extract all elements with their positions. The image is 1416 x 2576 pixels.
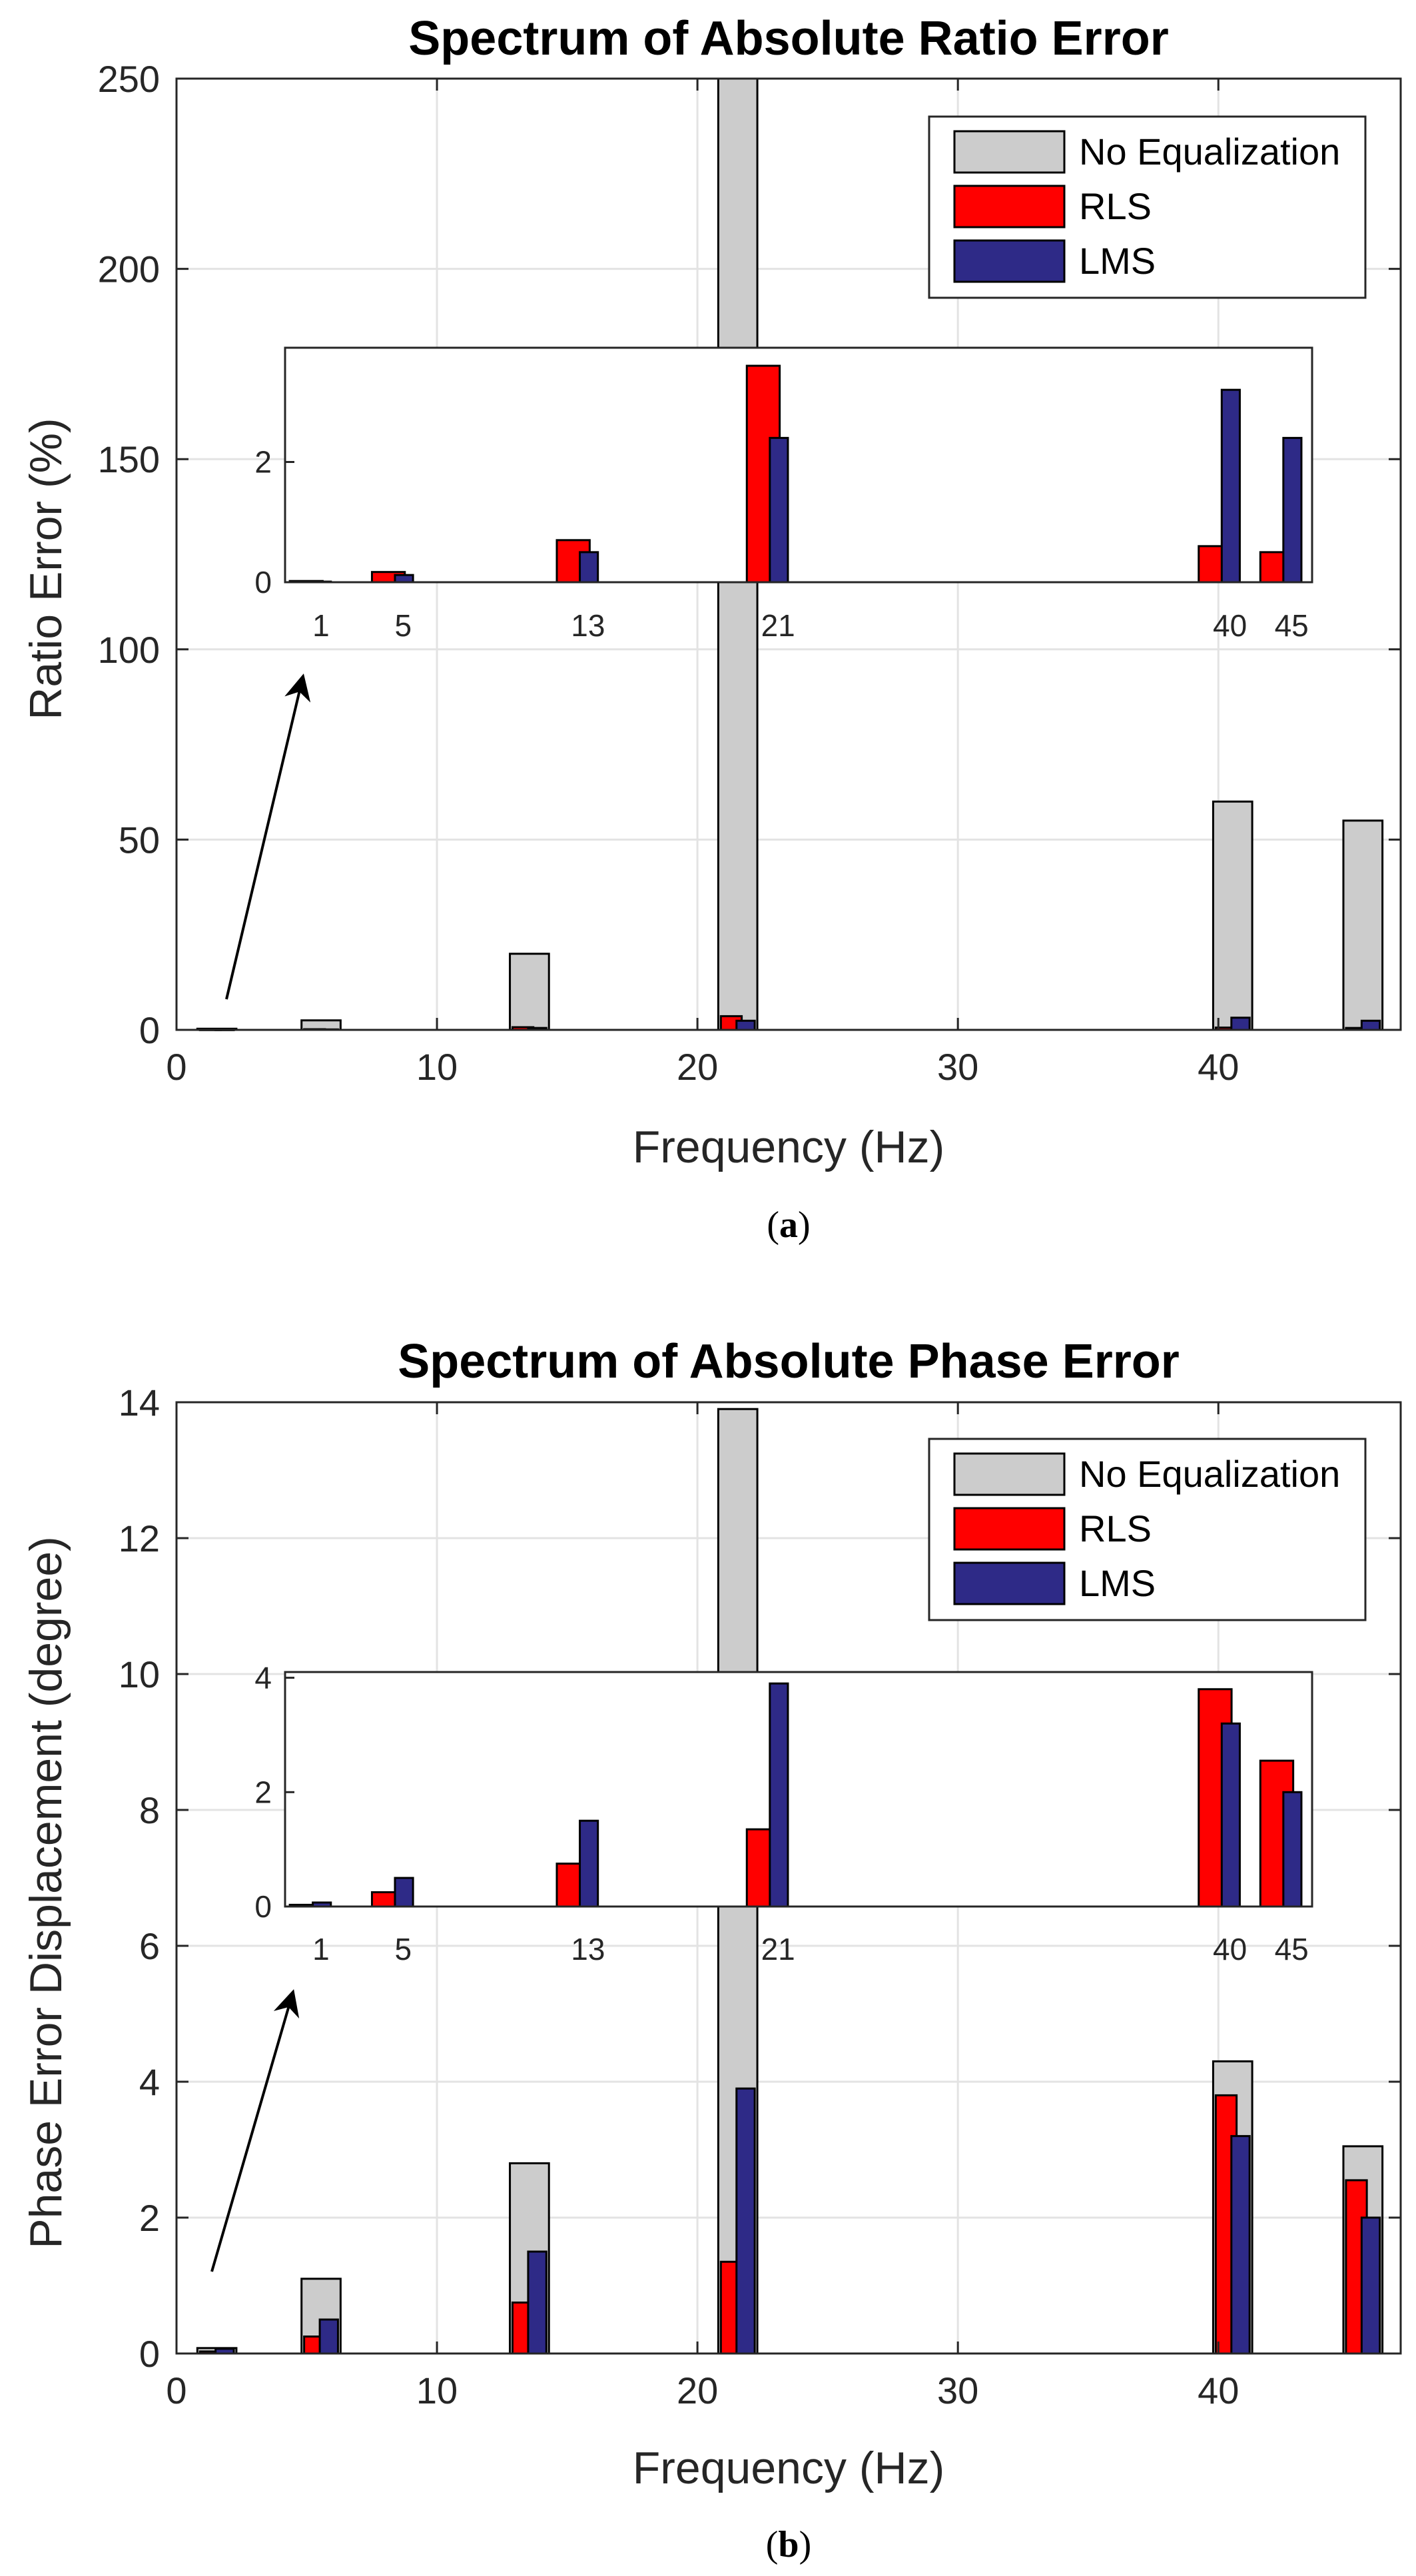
chart-title: Spectrum of Absolute Ratio Error xyxy=(408,12,1168,65)
inset-x-tick-label: 21 xyxy=(761,1932,795,1966)
y-tick-label: 8 xyxy=(139,1789,160,1831)
inset-background xyxy=(285,348,1312,582)
bar-lms-40hz xyxy=(1230,2135,1251,2355)
inset-panel: 1 5 13 21 40 45 0 2 xyxy=(254,346,1313,643)
bar-no-equalization-13hz xyxy=(509,953,550,1031)
x-tick-label: 30 xyxy=(937,1046,978,1088)
inset-y-tick-label: 0 xyxy=(254,1889,272,1924)
y-tick-label: 4 xyxy=(139,2061,160,2103)
inset-x-tick-label: 5 xyxy=(395,1932,412,1966)
inset-border xyxy=(284,346,1313,584)
legend: No Equalization RLS LMS xyxy=(928,115,1367,299)
inset-bar-lms-40hz xyxy=(1220,388,1241,584)
inset-bar-lms-45hz xyxy=(1282,1791,1303,1908)
y-tick-label: 12 xyxy=(119,1517,160,1559)
legend-label: No Equalization xyxy=(1079,1453,1340,1495)
inset-x-tick-label: 13 xyxy=(571,1932,605,1966)
inset-bar-lms-21hz xyxy=(769,1682,789,1908)
legend-label: LMS xyxy=(1079,1562,1156,1604)
inset-x-tick-label: 45 xyxy=(1275,608,1309,643)
bar-lms-45hz xyxy=(1360,1019,1381,1031)
x-tick-label: 20 xyxy=(677,1046,718,1088)
y-tick-label: 200 xyxy=(98,248,160,290)
legend-swatch xyxy=(953,1507,1066,1551)
bar-lms-13hz xyxy=(527,2250,547,2355)
y-tick-label: 10 xyxy=(119,1653,160,1695)
y-tick-label: 100 xyxy=(98,629,160,671)
inset-bar-lms-13hz xyxy=(579,1819,599,1908)
legend-label: RLS xyxy=(1079,1507,1152,1549)
y-tick-label: 250 xyxy=(98,58,160,100)
y-tick-label: 0 xyxy=(139,2333,160,2375)
y-tick-label: 0 xyxy=(139,1009,160,1051)
inset-x-tick-label: 1 xyxy=(312,608,330,643)
bar-lms-21hz xyxy=(735,2087,756,2355)
bar-lms-40hz xyxy=(1230,1017,1251,1031)
x-tick-label: 40 xyxy=(1198,1046,1239,1088)
y-tick-label: 14 xyxy=(119,1382,160,1424)
inset-bar-lms-40hz xyxy=(1220,1722,1241,1908)
y-tick-label: 6 xyxy=(139,1925,160,1967)
y-tick-label: 50 xyxy=(119,819,160,861)
inset-y-tick-label: 0 xyxy=(254,565,272,600)
x-tick-label: 10 xyxy=(416,1046,458,1088)
legend-swatch xyxy=(953,1561,1066,1605)
chart-title: Spectrum of Absolute Phase Error xyxy=(398,1335,1180,1388)
x-tick-label: 30 xyxy=(937,2369,978,2411)
legend-swatch xyxy=(953,1452,1066,1496)
x-axis-label: Frequency (Hz) xyxy=(633,1122,945,1172)
inset-panel: 1 5 13 21 40 45 0 2 4 xyxy=(254,1661,1313,1966)
bar-lms-45hz xyxy=(1360,2216,1381,2355)
y-axis-label: Phase Error Displacement (degree) xyxy=(21,1536,71,2249)
plot-area-border xyxy=(175,1401,1402,2355)
legend: No Equalization RLS LMS xyxy=(928,1438,1367,1621)
inset-x-tick-label: 40 xyxy=(1213,608,1247,643)
inset-border xyxy=(284,1671,1313,1908)
y-tick-label: 2 xyxy=(139,2197,160,2239)
bar-no-equalization-45hz xyxy=(1342,819,1384,1031)
inset-y-tick-label: 2 xyxy=(254,444,272,479)
legend-label: RLS xyxy=(1079,185,1152,227)
x-tick-label: 0 xyxy=(166,2369,186,2411)
inset-pointer-arrow xyxy=(225,673,311,1000)
inset-x-tick-label: 13 xyxy=(571,608,605,643)
inset-bar-lms-5hz xyxy=(394,574,414,584)
legend-label: LMS xyxy=(1079,240,1156,282)
legend-swatch xyxy=(953,239,1066,283)
bar-lms-5hz xyxy=(318,2318,339,2355)
x-tick-label: 40 xyxy=(1198,2369,1239,2411)
inset-x-tick-label: 45 xyxy=(1275,1932,1309,1966)
x-tick-label: 20 xyxy=(677,2369,718,2411)
inset-x-tick-label: 5 xyxy=(395,608,412,643)
inset-bar-lms-13hz xyxy=(579,551,599,584)
x-tick-label: 0 xyxy=(166,1046,186,1088)
panel-caption: (a) xyxy=(767,1204,810,1246)
inset-x-tick-label: 40 xyxy=(1213,1932,1247,1966)
inset-bar-lms-21hz xyxy=(769,436,789,584)
legend-swatch xyxy=(953,130,1066,174)
inset-x-tick-label: 21 xyxy=(761,608,795,643)
inset-y-tick-label: 2 xyxy=(254,1775,272,1809)
y-tick-label: 150 xyxy=(98,438,160,480)
bar-lms-21hz xyxy=(735,1019,756,1031)
panel-caption: (b) xyxy=(766,2524,811,2565)
inset-background xyxy=(285,1672,1312,1907)
inset-y-tick-label: 4 xyxy=(254,1661,272,1695)
inset-bar-lms-5hz xyxy=(394,1877,414,1908)
plot-area-border xyxy=(175,77,1402,1031)
x-tick-label: 10 xyxy=(416,2369,458,2411)
inset-pointer-arrow xyxy=(210,1989,300,2272)
inset-bar-lms-45hz xyxy=(1282,436,1303,584)
bar-no-equalization-40hz xyxy=(1212,800,1253,1031)
inset-x-tick-label: 1 xyxy=(312,1932,330,1966)
y-axis-label: Ratio Error (%) xyxy=(21,418,71,719)
x-axis-label: Frequency (Hz) xyxy=(633,2443,945,2493)
legend-label: No Equalization xyxy=(1079,131,1340,173)
legend-swatch xyxy=(953,185,1066,228)
